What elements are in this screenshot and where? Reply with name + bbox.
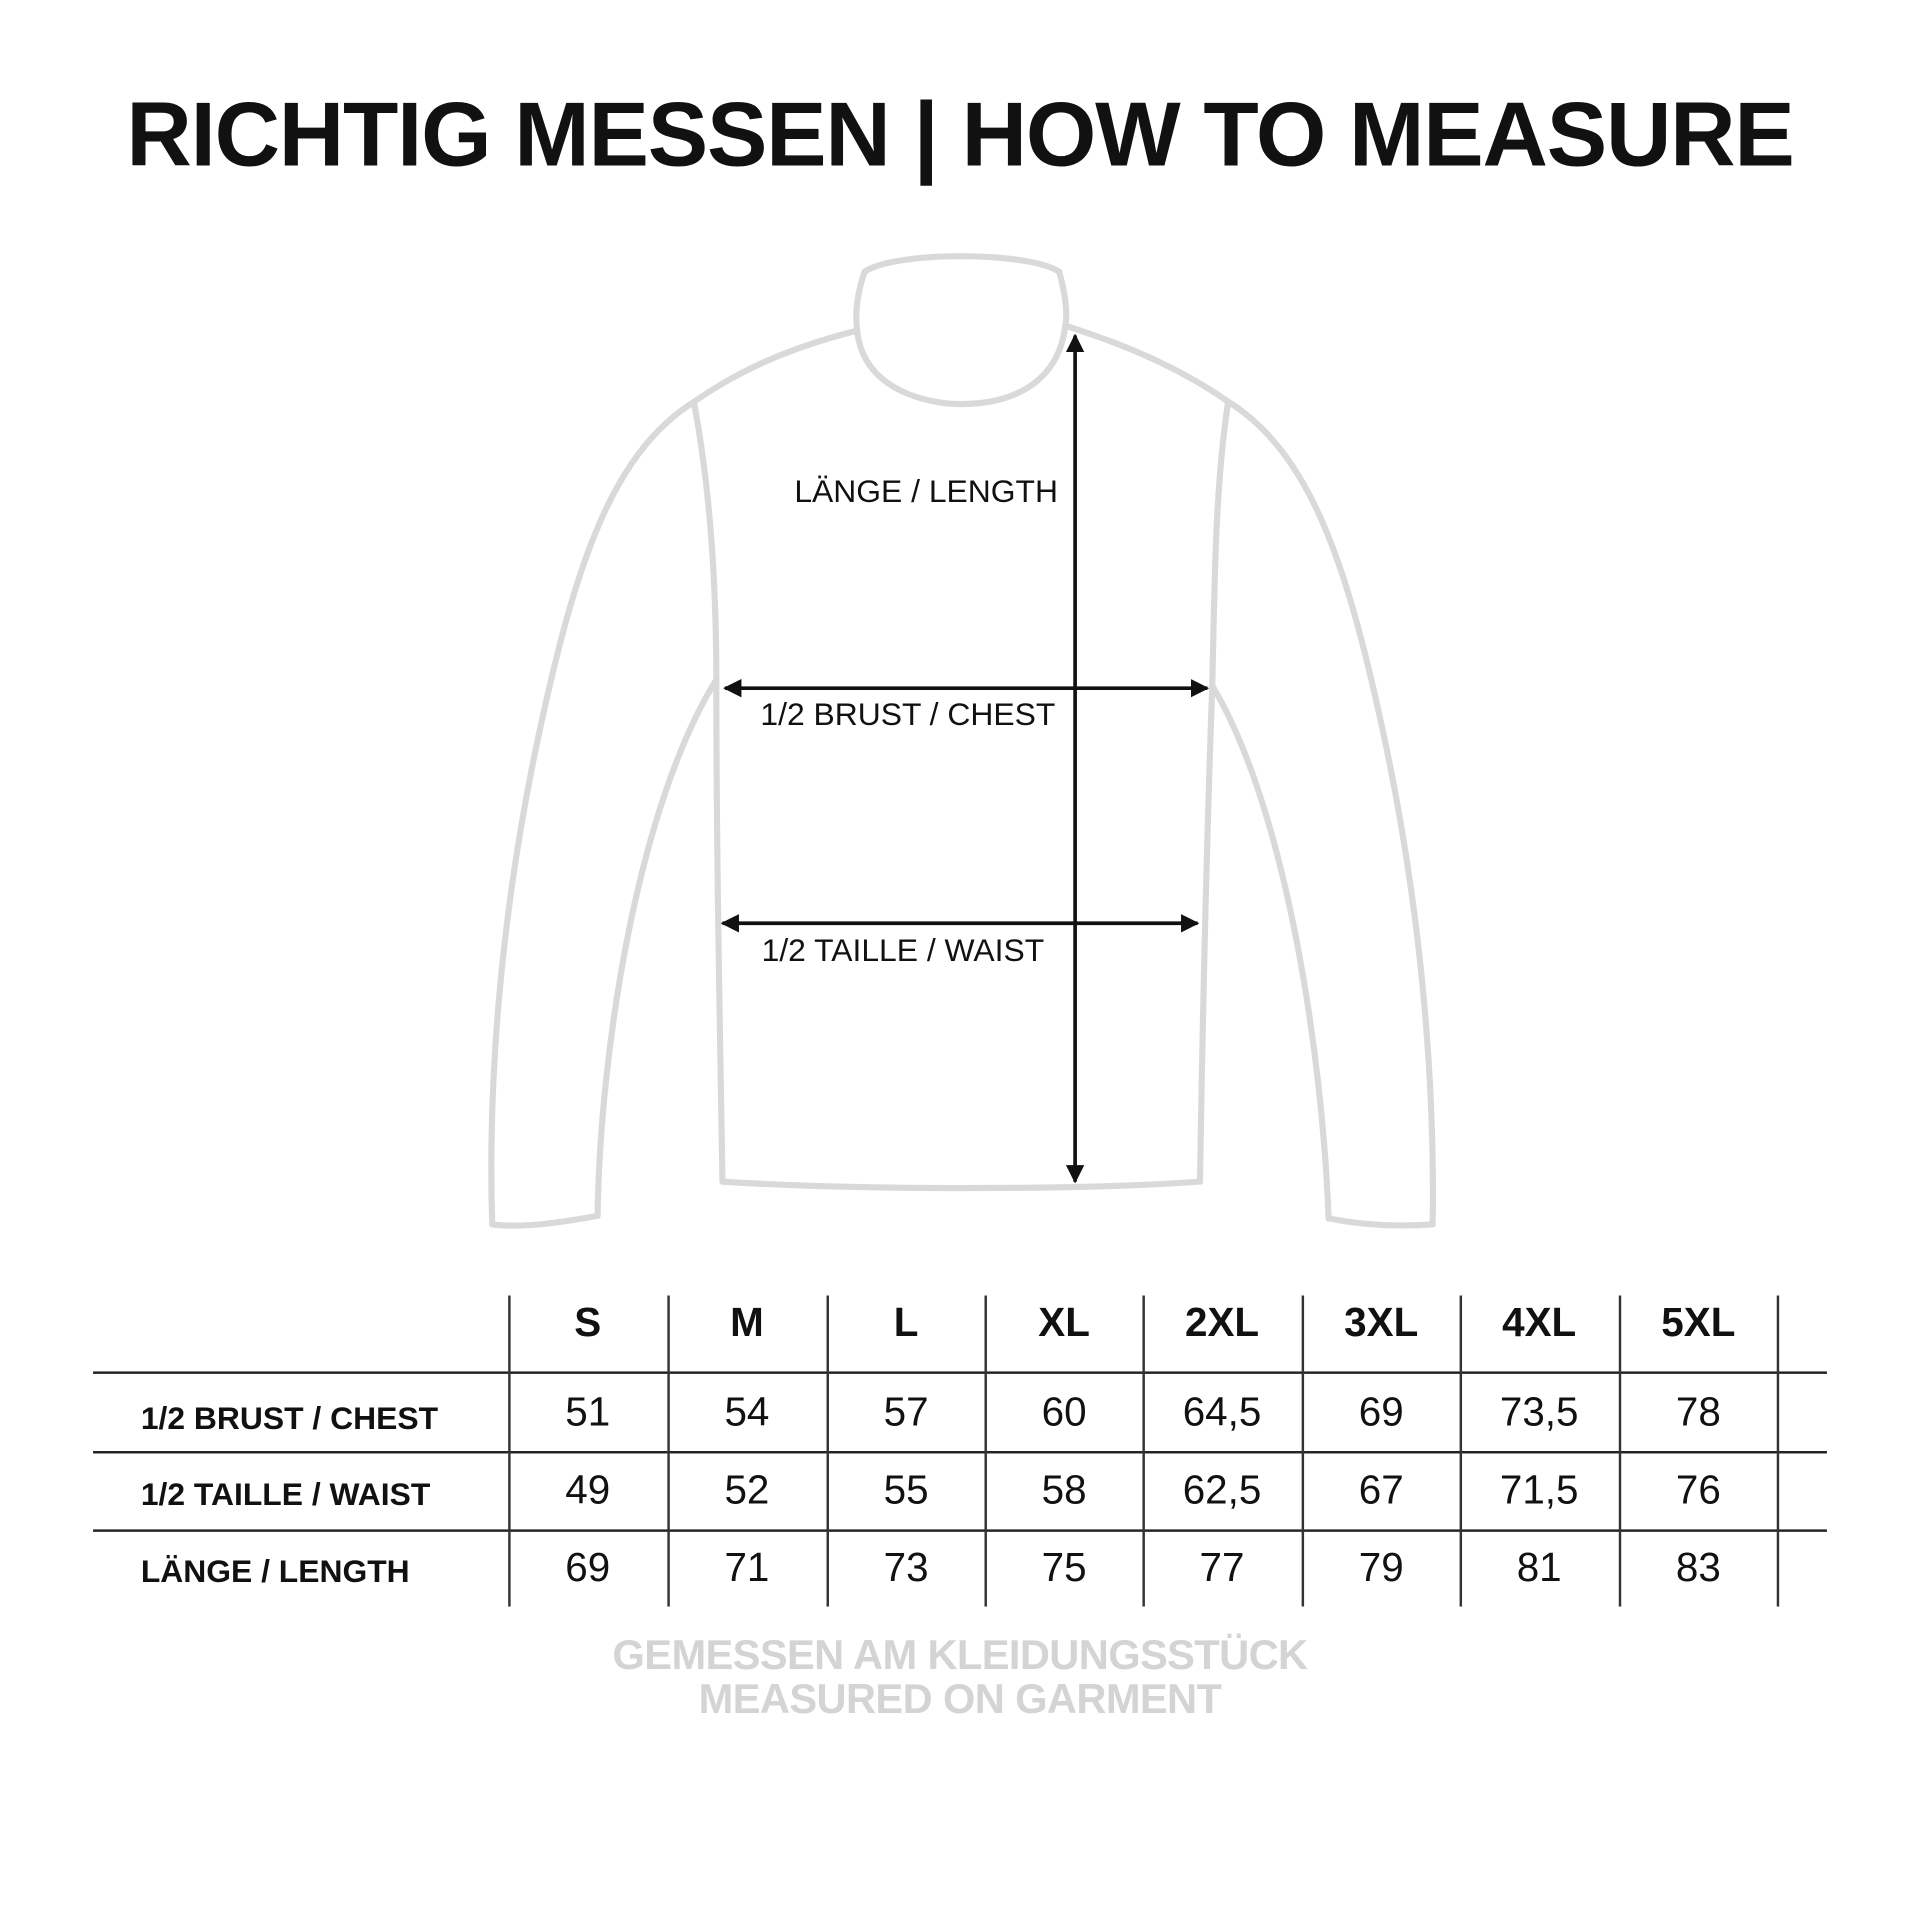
table-cell: 67: [1358, 1466, 1404, 1513]
length-label: LÄNGE / LENGTH: [794, 472, 1058, 510]
row-label-waist: 1/2 TAILLE / WAIST: [140, 1475, 431, 1513]
cuff-right: [1325, 1215, 1436, 1229]
table-cell: 57: [883, 1388, 929, 1434]
sleeve-left-outer: [488, 398, 698, 1228]
cuff-left: [489, 1212, 601, 1229]
sweater-outline: [488, 253, 1436, 1229]
row-label-length: LÄNGE / LENGTH: [140, 1552, 410, 1590]
table-cell: 73: [883, 1544, 929, 1590]
table-column-divider: [1618, 1295, 1621, 1607]
table-column-divider: [1142, 1295, 1145, 1607]
table-cell: 62,5: [1182, 1466, 1262, 1513]
table-cell: 75: [1041, 1544, 1087, 1590]
table-cell: 78: [1675, 1388, 1721, 1434]
collar-top: [861, 253, 1063, 275]
size-header: 2XL: [1184, 1299, 1260, 1345]
row-label-chest: 1/2 BRUST / CHEST: [140, 1399, 439, 1437]
table-cell: 69: [1358, 1388, 1404, 1434]
sleeve-right-outer: [1225, 398, 1436, 1228]
table-cell: 52: [724, 1466, 770, 1513]
table-cell: 81: [1516, 1544, 1562, 1590]
sleeve-left-inner: [594, 676, 720, 1219]
table-cell: 83: [1675, 1544, 1721, 1590]
table-cell: 64,5: [1182, 1388, 1262, 1434]
page-title: RICHTIG MESSEN | HOW TO MEASURE: [126, 83, 1794, 185]
size-header: 3XL: [1344, 1299, 1419, 1345]
table-cell: 58: [1041, 1466, 1087, 1513]
table-cell: 73,5: [1499, 1388, 1579, 1434]
collar-left: [853, 268, 868, 334]
table-column-divider: [984, 1295, 987, 1607]
chest-label: 1/2 BRUST / CHEST: [760, 695, 1056, 733]
footer-note-de: GEMESSEN AM KLEIDUNGSSTÜCK: [612, 1632, 1309, 1679]
table-cell: 60: [1041, 1388, 1087, 1434]
collar-bottom: [854, 322, 1069, 408]
table-column-divider: [1459, 1295, 1462, 1607]
size-header: 4XL: [1502, 1299, 1577, 1345]
shoulder-right: [1062, 322, 1232, 405]
table-cell: 49: [565, 1466, 611, 1513]
collar-right: [1056, 268, 1070, 329]
shoulder-left: [691, 327, 861, 405]
table-cell: 69: [565, 1544, 611, 1590]
table-column-divider: [667, 1295, 670, 1607]
table-cell: 79: [1358, 1544, 1404, 1590]
table-cell: 54: [724, 1388, 770, 1434]
table-cell: 51: [565, 1388, 611, 1434]
table-cell: 71: [724, 1544, 770, 1590]
sleeve-right-inner: [1209, 682, 1332, 1222]
table-divider: [93, 1529, 1827, 1532]
table-column-divider: [1301, 1295, 1304, 1607]
size-header: S: [574, 1299, 602, 1345]
footer-note-en: MEASURED ON GARMENT: [698, 1676, 1222, 1723]
table-cell: 55: [883, 1466, 929, 1513]
table-divider: [93, 1371, 1827, 1374]
table-cell: 77: [1199, 1544, 1245, 1590]
hem: [719, 1178, 1204, 1192]
waist-label: 1/2 TAILLE / WAIST: [761, 931, 1045, 969]
table-divider: [93, 1451, 1827, 1454]
size-header: M: [730, 1299, 764, 1345]
table-cell: 71,5: [1499, 1466, 1579, 1513]
table-column-divider: [1776, 1295, 1779, 1607]
table-cell: 76: [1675, 1466, 1721, 1513]
body-right: [1196, 398, 1232, 1185]
size-header: 5XL: [1661, 1299, 1736, 1345]
size-header: L: [893, 1299, 919, 1345]
size-header: XL: [1038, 1299, 1090, 1345]
table-column-divider: [508, 1295, 511, 1607]
body-left: [691, 401, 726, 1185]
table-column-divider: [826, 1295, 829, 1607]
